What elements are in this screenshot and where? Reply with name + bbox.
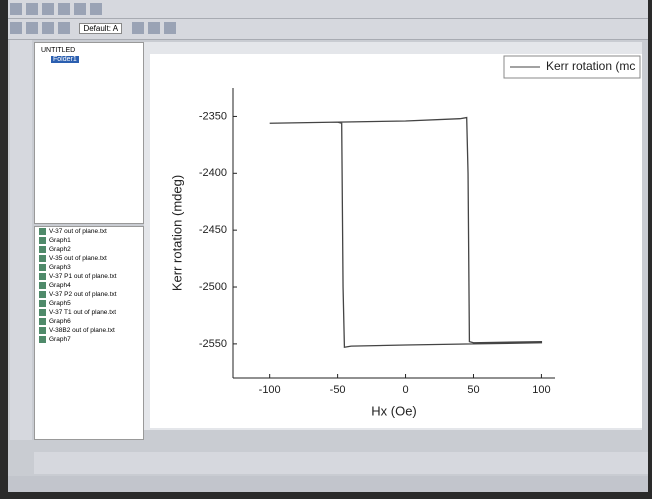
x-tick-label: -100 (259, 384, 281, 396)
project-tree: UNTITLED Folder1 (34, 42, 144, 224)
x-tick-label: 50 (467, 384, 479, 396)
format-toolbar: Default: A (8, 19, 648, 40)
x-axis-label: Hx (Oe) (371, 403, 417, 418)
project-item[interactable]: Graph6 (35, 317, 143, 326)
x-tick-label: -50 (330, 384, 346, 396)
y-tick-label: -2350 (199, 110, 227, 122)
project-list: V-37 out of plane.txt Graph1 Graph2 V-35 ou… (34, 226, 144, 440)
tool-button[interactable] (26, 3, 38, 15)
project-item[interactable]: Graph4 (35, 281, 143, 290)
project-item[interactable]: V-37 P1 out of plane.txt (35, 272, 143, 281)
tool-button[interactable] (10, 3, 22, 15)
status-bar (8, 476, 648, 492)
screen: Default: A UNTITLED Folder1 V-37 out of … (8, 0, 648, 492)
y-tick-label: -2500 (199, 281, 227, 293)
tool-button[interactable] (163, 22, 176, 34)
legend-label: Kerr rotation (mc (546, 59, 635, 73)
project-item[interactable]: V-37 P2 out of plane.txt (35, 290, 143, 299)
project-item[interactable]: V-35 out of plane.txt (35, 254, 143, 263)
y-tick-label: -2400 (199, 167, 227, 179)
tool-button[interactable] (58, 3, 70, 15)
tool-button[interactable] (10, 22, 22, 34)
project-item[interactable]: Graph7 (35, 335, 143, 344)
x-tick-label: 0 (402, 384, 408, 396)
tool-button[interactable] (42, 22, 54, 34)
tool-button[interactable] (147, 22, 160, 34)
project-item[interactable]: V-38B2 out of plane.txt (35, 326, 143, 335)
tool-button[interactable] (42, 3, 54, 15)
project-item[interactable]: Graph5 (35, 299, 143, 308)
tool-button[interactable] (131, 22, 144, 34)
project-item[interactable]: V-37 out of plane.txt (35, 227, 143, 236)
project-item[interactable]: Graph2 (35, 245, 143, 254)
chart: -2550 -2500 -2450 -2400 -2350 -100 -50 0 50 100 Hx… (150, 54, 642, 428)
x-tick-label: 100 (532, 384, 550, 396)
data-line (269, 116, 543, 349)
project-item[interactable]: Graph1 (35, 236, 143, 245)
tool-button[interactable] (74, 3, 86, 15)
font-box[interactable]: Default: A (79, 22, 123, 34)
y-axis-label: Kerr rotation (mdeg) (169, 175, 184, 291)
tool-button[interactable] (26, 22, 38, 34)
tool-button[interactable] (90, 3, 102, 15)
project-item[interactable]: Graph3 (35, 263, 143, 272)
menu-toolbar (8, 0, 648, 19)
y-tick-label: -2450 (199, 224, 227, 236)
tree-root[interactable]: UNTITLED (41, 47, 76, 54)
tools-panel (10, 40, 32, 440)
bottom-toolbar (34, 452, 648, 474)
tool-button[interactable] (58, 22, 70, 34)
legend-box (503, 55, 641, 79)
tree-folder[interactable]: Folder1 (51, 56, 79, 63)
y-tick-label: -2550 (199, 338, 227, 350)
project-item[interactable]: V-37 T1 out of plane.txt (35, 308, 143, 317)
graph-window: -2550 -2500 -2450 -2400 -2350 -100 -50 0 50 100 Hx… (144, 42, 642, 430)
graph-page (150, 54, 642, 428)
